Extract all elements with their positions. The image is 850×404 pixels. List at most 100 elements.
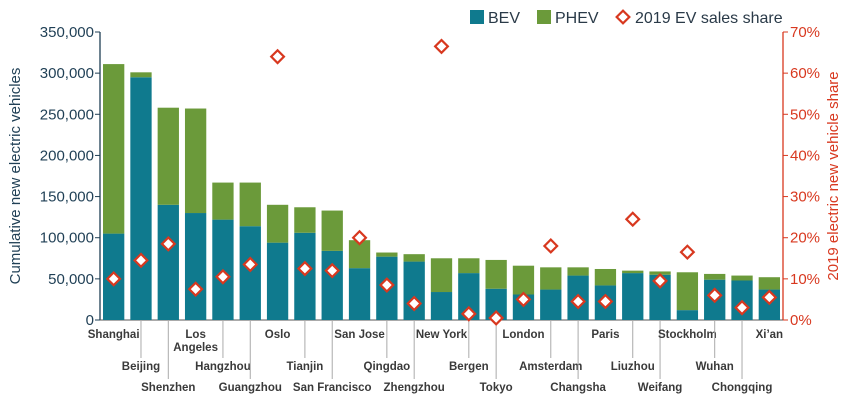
- share-marker: [269, 48, 286, 65]
- bar-phev: [512, 265, 535, 295]
- category-label: Tokyo: [480, 382, 513, 394]
- share-marker: [624, 211, 641, 228]
- category-label: Los: [185, 329, 205, 341]
- bar-phev: [567, 267, 589, 276]
- bar-phev: [676, 272, 699, 311]
- bar-phev: [458, 258, 480, 274]
- bar-phev: [321, 210, 343, 251]
- y-tick-left-label: 300,000: [40, 65, 94, 82]
- bar-phev: [704, 273, 726, 280]
- y-tick-left-label: 50,000: [48, 271, 94, 288]
- y-tick-left-label: 200,000: [40, 147, 94, 164]
- bar-bev: [649, 274, 671, 320]
- y-axis-right-label: 2019 electric new vehicle share: [825, 71, 842, 280]
- y-tick-right-label: 30%: [790, 189, 820, 206]
- share-marker: [160, 235, 177, 252]
- bar-phev: [485, 259, 507, 289]
- bar-bev: [622, 273, 644, 320]
- y-tick-left-label: 150,000: [40, 189, 94, 206]
- category-label: San Jose: [334, 329, 385, 341]
- category-label: Shenzhen: [141, 382, 195, 394]
- category-label: Bergen: [449, 361, 489, 373]
- share-marker: [105, 270, 122, 287]
- bar-bev: [266, 242, 289, 320]
- share-marker: [242, 256, 259, 273]
- category-label: Xi’an: [756, 329, 783, 341]
- legend-bev-label: BEV: [488, 10, 520, 27]
- bar-bev: [458, 273, 480, 320]
- share-marker: [351, 229, 368, 246]
- share-marker: [515, 291, 532, 308]
- category-label: Beijing: [122, 361, 160, 373]
- share-marker: [187, 281, 204, 298]
- bar-phev: [594, 268, 617, 286]
- bar-bev: [430, 292, 453, 320]
- y-tick-right-label: 20%: [790, 230, 820, 247]
- category-label: London: [502, 329, 544, 341]
- y-tick-right-label: 50%: [790, 106, 820, 123]
- bar-phev: [130, 72, 152, 78]
- share-marker: [734, 299, 750, 316]
- category-label: Amsterdam: [519, 361, 582, 373]
- share-marker: [761, 289, 778, 306]
- y-tick-right-label: 60%: [790, 65, 820, 82]
- bar-bev: [485, 288, 507, 320]
- y-tick-right-label: 70%: [790, 24, 820, 41]
- bar-phev: [758, 277, 780, 290]
- legend-share-label: 2019 EV sales share: [635, 10, 783, 27]
- category-label: Chongqing: [712, 382, 773, 394]
- y-tick-left-label: 0: [86, 312, 94, 329]
- share-marker: [133, 252, 149, 269]
- bar-phev: [212, 182, 234, 220]
- bar-phev: [731, 275, 753, 281]
- y-tick-right-label: 40%: [790, 147, 820, 164]
- bar-phev: [294, 207, 316, 233]
- bar-phev: [184, 108, 207, 214]
- share-marker: [488, 310, 505, 326]
- category-label: Hangzhou: [195, 361, 251, 373]
- bar-phev: [348, 240, 371, 269]
- category-label: Paris: [591, 329, 619, 341]
- category-label: Wuhan: [696, 361, 734, 373]
- legend-phev-swatch: [537, 10, 551, 24]
- share-marker: [652, 272, 668, 289]
- category-label: Tianjin: [286, 361, 323, 373]
- bar-bev: [157, 204, 179, 320]
- category-label: New York: [416, 329, 468, 341]
- y-tick-left-label: 250,000: [40, 106, 94, 123]
- bar-bev: [239, 226, 261, 320]
- share-marker: [378, 277, 395, 293]
- legend-share-marker: [615, 9, 631, 25]
- category-label: Weifang: [638, 382, 683, 394]
- y-tick-left-label: 350,000: [40, 24, 94, 41]
- plot-area: 0 50,000 100,000 150,000 200,000 250,000 300,0…: [40, 24, 820, 394]
- bar-phev: [266, 204, 289, 243]
- share-marker: [706, 287, 723, 304]
- share-marker: [542, 238, 559, 254]
- legend: BEV PHEV 2019 EV sales share: [470, 9, 783, 27]
- category-label: Changsha: [550, 382, 606, 394]
- share-marker: [406, 295, 423, 312]
- category-label: Guangzhou: [219, 382, 282, 394]
- share-marker: [433, 38, 450, 55]
- share-marker: [679, 244, 696, 261]
- bar-bev: [184, 213, 207, 320]
- category-label: Shanghai: [88, 329, 140, 341]
- category-label: San Francisco: [293, 382, 372, 394]
- bar-bev: [540, 289, 562, 320]
- share-marker: [460, 305, 477, 322]
- bar-phev: [403, 254, 425, 262]
- bar-phev: [103, 64, 125, 234]
- bar-phev: [376, 252, 398, 257]
- bar-phev: [157, 107, 179, 205]
- share-marker: [597, 293, 614, 310]
- bar-bev: [348, 268, 371, 320]
- category-label: Stockholm: [658, 329, 717, 341]
- share-marker: [215, 268, 231, 285]
- bar-phev: [622, 270, 644, 274]
- share-marker: [324, 262, 341, 279]
- legend-bev-swatch: [470, 10, 484, 24]
- bar-phev: [540, 267, 562, 290]
- category-label: Angeles: [173, 342, 218, 354]
- y-tick-left-label: 100,000: [40, 230, 94, 247]
